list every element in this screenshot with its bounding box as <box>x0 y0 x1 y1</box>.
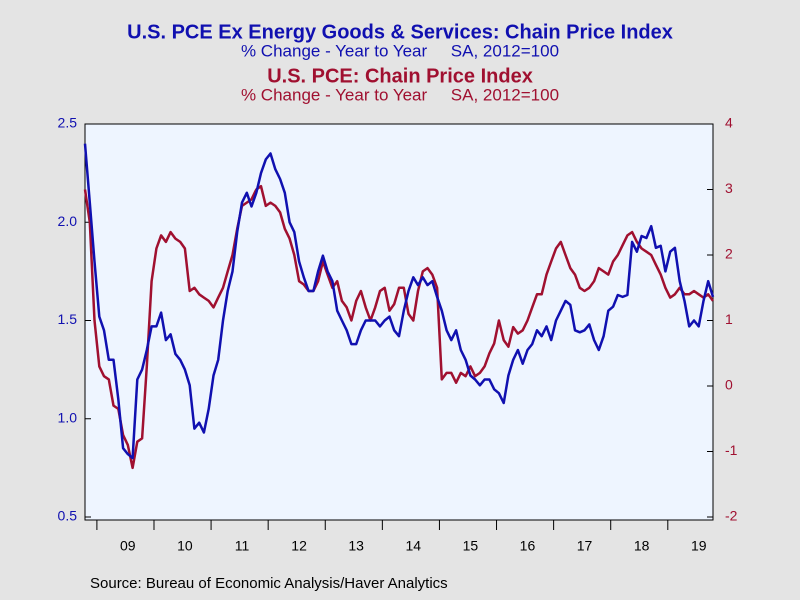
subtitle-1: % Change - Year to Year SA, 2012=100 <box>241 41 559 60</box>
y-tick-label: 2.0 <box>58 213 78 229</box>
x-tick-label: 11 <box>235 538 250 554</box>
y2-tick-label: 1 <box>725 311 733 327</box>
x-tick-label: 14 <box>405 538 421 554</box>
y-tick-label: 1.5 <box>58 311 78 327</box>
x-tick-label: 09 <box>120 538 136 554</box>
x-tick-label: 12 <box>291 538 307 554</box>
subtitle-2: % Change - Year to Year SA, 2012=100 <box>241 85 559 104</box>
x-tick-label: 17 <box>577 538 593 554</box>
y-tick-label: 1.0 <box>58 409 78 425</box>
series-line <box>83 143 715 460</box>
y2-tick-label: 0 <box>725 377 733 393</box>
y2-tick-label: -2 <box>725 508 738 524</box>
y2-tick-label: 4 <box>725 115 733 131</box>
x-tick-label: 13 <box>348 538 364 554</box>
x-tick-label: 18 <box>634 538 650 554</box>
y2-tick-label: 2 <box>725 246 733 262</box>
series-line <box>83 184 715 470</box>
y2-tick-label: 3 <box>725 180 733 196</box>
x-tick-label: 16 <box>520 538 536 554</box>
y2-tick-label: -1 <box>725 442 738 458</box>
x-tick-label: 19 <box>691 538 707 554</box>
source: Source: Bureau of Economic Analysis/Have… <box>90 575 448 592</box>
y-tick-label: 0.5 <box>58 508 78 524</box>
plot-area <box>84 123 714 521</box>
y-tick-label: 2.5 <box>58 115 78 131</box>
x-tick-label: 10 <box>177 538 193 554</box>
title-1: U.S. PCE Ex Energy Goods & Services: Cha… <box>127 21 673 43</box>
x-tick-label: 15 <box>463 538 479 554</box>
title-2: U.S. PCE: Chain Price Index <box>267 65 533 87</box>
